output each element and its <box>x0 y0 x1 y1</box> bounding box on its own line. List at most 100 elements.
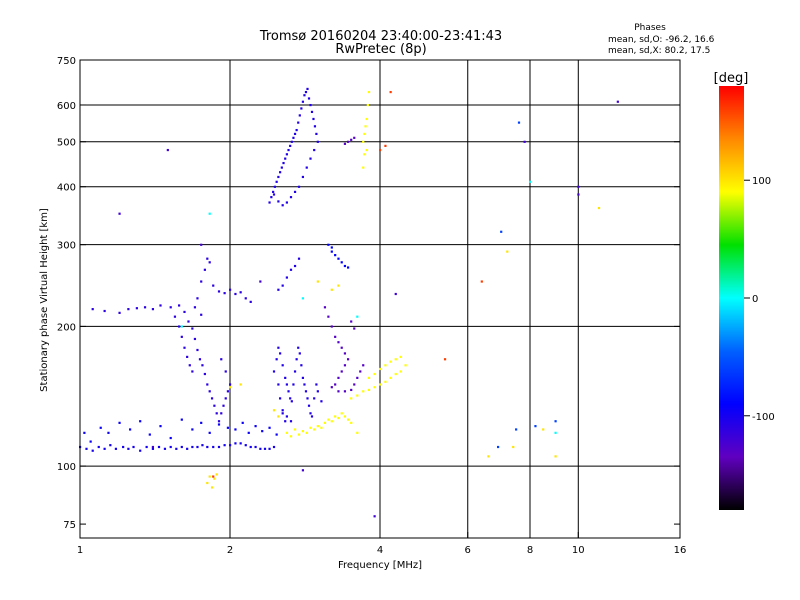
data-point <box>346 358 350 361</box>
data-point <box>496 445 500 449</box>
data-point <box>132 445 135 449</box>
data-point <box>320 426 323 429</box>
data-point <box>210 397 214 400</box>
data-point <box>220 412 223 415</box>
data-point <box>208 212 211 215</box>
data-point <box>301 175 305 179</box>
data-point <box>367 376 371 379</box>
data-point <box>268 447 271 450</box>
data-point <box>313 148 316 152</box>
data-point <box>284 376 287 379</box>
data-point <box>268 201 271 204</box>
data-point <box>97 445 100 449</box>
data-point <box>200 421 203 424</box>
data-point <box>180 325 183 328</box>
data-point <box>249 445 252 449</box>
data-point <box>279 352 282 355</box>
data-point <box>365 117 368 121</box>
phase-colorbar: [deg] 100 0 -100 <box>714 71 775 510</box>
data-point <box>359 370 362 373</box>
data-point <box>542 428 545 431</box>
data-point <box>389 360 392 363</box>
data-point <box>300 107 303 110</box>
data-point <box>305 166 308 169</box>
data-point <box>365 148 368 152</box>
x-tick-label: 4 <box>377 545 383 556</box>
data-point <box>379 367 382 371</box>
data-point <box>316 390 319 393</box>
data-point <box>330 386 333 389</box>
data-point <box>145 445 148 449</box>
data-point <box>297 346 300 349</box>
x-tick-label: 1 <box>77 545 83 556</box>
data-point <box>234 442 237 445</box>
data-point <box>175 447 178 450</box>
data-point <box>295 128 298 132</box>
data-point <box>350 397 353 400</box>
data-point <box>356 431 359 434</box>
data-point <box>356 376 359 379</box>
data-point <box>273 185 276 188</box>
x-tick-label: 16 <box>674 545 687 556</box>
data-point <box>363 132 366 136</box>
data-point <box>193 306 197 309</box>
data-point <box>229 383 232 386</box>
colorbar-tick-label: -100 <box>752 412 775 423</box>
data-point <box>259 280 262 283</box>
x-tick-label: 2 <box>227 545 233 556</box>
data-point <box>297 121 300 124</box>
data-point <box>305 431 308 434</box>
data-point <box>399 355 402 359</box>
data-point <box>89 440 92 443</box>
data-point <box>226 390 230 393</box>
data-point <box>379 148 382 152</box>
data-point <box>208 390 211 393</box>
data-point <box>198 358 202 361</box>
data-point <box>217 445 221 449</box>
data-point <box>384 144 387 147</box>
data-point <box>285 276 288 279</box>
data-point <box>244 444 247 447</box>
data-point <box>135 307 138 310</box>
data-point <box>177 325 181 328</box>
data-point <box>254 445 257 449</box>
data-point <box>217 290 221 293</box>
data-point <box>200 313 203 316</box>
data-point <box>313 397 316 400</box>
data-point <box>183 346 186 349</box>
data-point <box>404 364 407 367</box>
data-point <box>191 445 194 449</box>
data-point <box>114 447 118 450</box>
data-point <box>151 447 155 450</box>
data-point <box>487 455 490 458</box>
data-point <box>239 442 242 445</box>
data-point <box>208 475 211 478</box>
data-point <box>384 364 387 367</box>
data-point <box>373 515 376 518</box>
data-point <box>330 288 333 291</box>
data-point <box>249 300 252 303</box>
data-point <box>309 103 312 107</box>
data-point <box>215 473 218 476</box>
data-point <box>327 418 330 421</box>
colorbar-tick-label: 0 <box>752 294 758 305</box>
data-point <box>226 426 230 429</box>
data-point <box>281 284 284 287</box>
data-point <box>103 309 106 313</box>
data-point <box>306 87 309 91</box>
data-point <box>362 390 365 393</box>
colorbar-tick-label: 100 <box>752 176 771 187</box>
data-point <box>247 431 250 434</box>
data-point <box>330 250 333 253</box>
data-point <box>292 136 295 139</box>
data-point <box>122 445 125 449</box>
data-point <box>109 444 112 447</box>
data-point <box>289 144 292 147</box>
data-point <box>343 415 347 418</box>
data-point <box>366 103 369 107</box>
data-point <box>261 430 264 433</box>
data-point <box>287 390 290 393</box>
data-point <box>224 370 227 373</box>
